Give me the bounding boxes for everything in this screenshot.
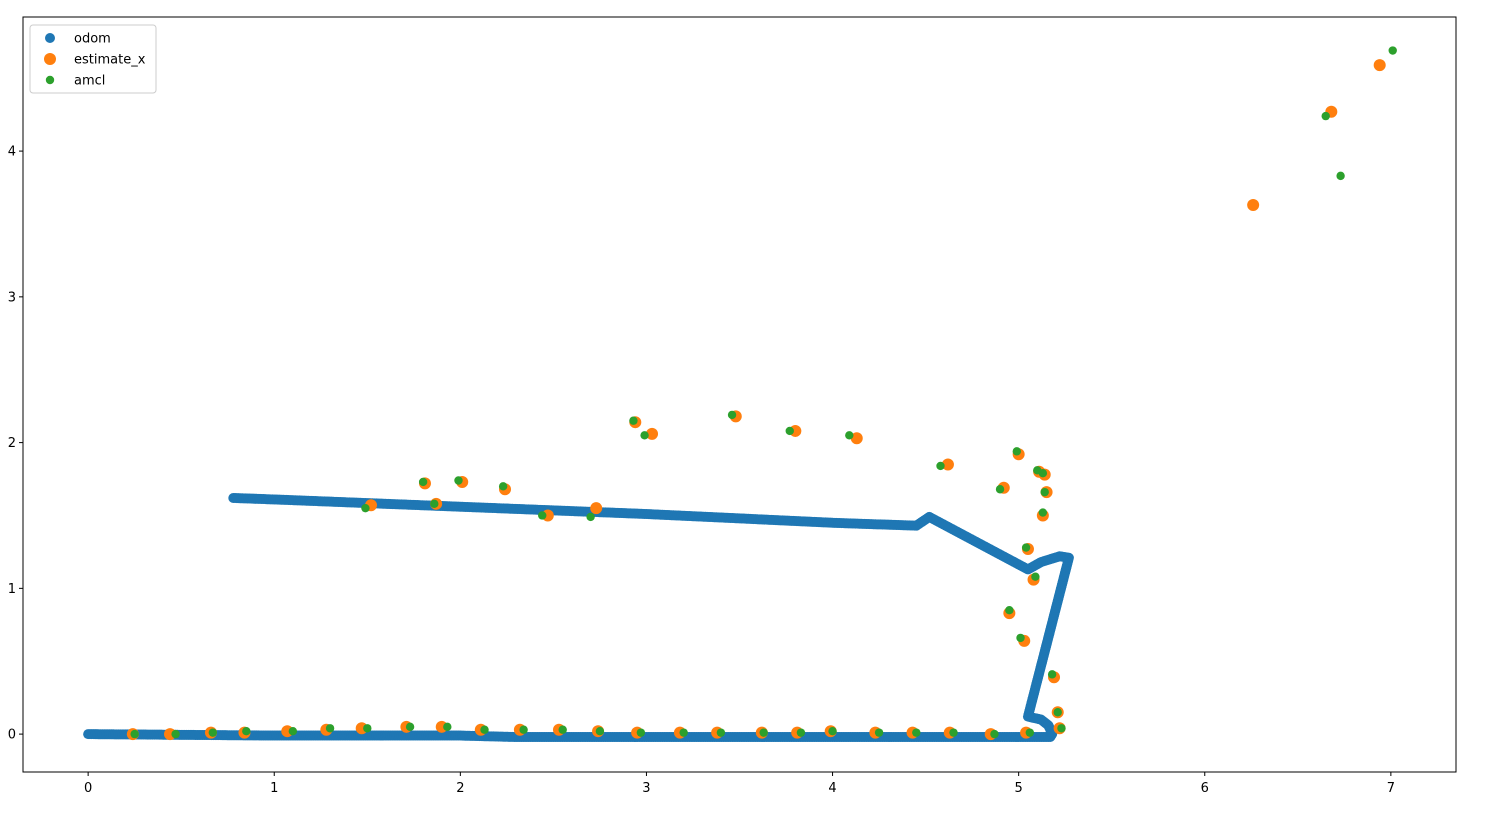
amcl-point — [1057, 724, 1066, 733]
amcl-point — [558, 725, 567, 734]
amcl-point — [796, 728, 806, 737]
y-tick-label: 2 — [8, 436, 16, 451]
x-tick-label: 1 — [270, 781, 278, 796]
amcl-point — [1040, 487, 1049, 497]
legend-marker-odom — [45, 33, 55, 43]
amcl-point — [629, 416, 638, 425]
estimate_x-point — [850, 432, 863, 445]
amcl-point — [405, 722, 415, 732]
y-tick-label: 4 — [8, 145, 16, 160]
amcl-point — [1012, 447, 1021, 456]
legend-label-odom: odom — [74, 32, 111, 47]
amcl-point — [325, 724, 335, 733]
amcl-point — [1047, 670, 1057, 679]
amcl-point — [1336, 171, 1345, 181]
amcl-point — [363, 724, 372, 733]
amcl-point — [1388, 46, 1397, 55]
y-tick-label: 0 — [8, 728, 16, 743]
legend-label-estimate_x: estimate_x — [74, 53, 146, 68]
y-tick-label: 1 — [8, 582, 16, 597]
amcl-point — [1038, 508, 1048, 517]
amcl-point — [586, 512, 595, 522]
amcl-point — [430, 499, 439, 509]
amcl-point — [208, 728, 218, 737]
amcl-point — [716, 728, 726, 737]
x-tick-label: 6 — [1201, 781, 1209, 796]
x-tick-label: 7 — [1387, 781, 1395, 796]
amcl-point — [785, 426, 794, 436]
amcl-point — [640, 431, 649, 440]
estimate_x-point — [590, 502, 603, 515]
amcl-point — [1021, 543, 1031, 552]
amcl-point — [727, 410, 737, 420]
plot-frame — [22, 16, 1457, 773]
amcl-point — [1016, 633, 1025, 643]
amcl-point — [1025, 728, 1035, 737]
amcl-point — [443, 722, 452, 732]
x-tick-label: 2 — [456, 781, 464, 796]
amcl-point — [1005, 606, 1014, 615]
amcl-point — [845, 431, 854, 440]
amcl-point — [995, 485, 1005, 494]
series-layer — [83, 46, 1397, 743]
estimate_x-point — [941, 458, 954, 471]
x-tick-label: 5 — [1015, 781, 1023, 796]
amcl-point — [480, 725, 489, 734]
amcl-point — [418, 477, 428, 487]
legend-box — [29, 24, 157, 94]
estimate_x-point — [646, 427, 659, 440]
amcl-point — [679, 728, 688, 737]
amcl-point — [130, 729, 139, 739]
amcl-point — [936, 461, 945, 471]
amcl-point — [1031, 572, 1040, 581]
series-odom — [83, 492, 1074, 743]
series-amcl — [130, 46, 1397, 739]
amcl-point — [874, 728, 884, 737]
amcl-point — [171, 729, 180, 739]
legend-label-amcl: amcl — [74, 74, 105, 89]
amcl-point — [1321, 111, 1330, 121]
amcl-point — [1053, 708, 1062, 717]
legend-marker-amcl — [45, 75, 55, 85]
estimate_x-point — [1247, 199, 1260, 212]
legend-marker-estimate_x — [44, 53, 56, 65]
plot-area — [23, 17, 1456, 772]
x-tick-label: 3 — [642, 781, 650, 796]
estimate_x-point — [1373, 59, 1386, 72]
amcl-point — [242, 726, 251, 736]
odom-point — [228, 492, 239, 503]
amcl-point — [759, 728, 768, 737]
axis-layer: 0 1 2 3 4 5 6 7 0 1 2 3 4 — [8, 145, 1395, 796]
x-tick-label: 0 — [84, 781, 92, 796]
amcl-point — [454, 476, 463, 485]
amcl-point — [595, 726, 605, 736]
amcl-point — [912, 728, 921, 737]
amcl-point — [361, 503, 370, 513]
amcl-point — [519, 725, 528, 734]
amcl-point — [288, 726, 298, 736]
amcl-point — [949, 728, 958, 737]
amcl-point — [828, 726, 837, 736]
x-tick-label: 4 — [828, 781, 836, 796]
amcl-point — [498, 482, 508, 491]
amcl-point — [538, 511, 547, 520]
amcl-point — [990, 729, 999, 739]
y-tick-label: 3 — [8, 290, 16, 305]
amcl-point — [636, 728, 646, 737]
amcl-point — [1033, 466, 1042, 475]
